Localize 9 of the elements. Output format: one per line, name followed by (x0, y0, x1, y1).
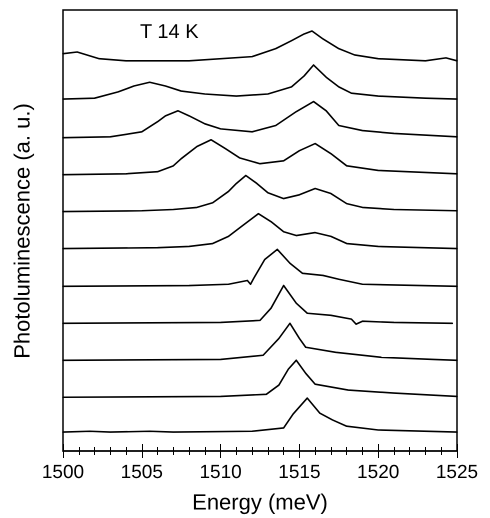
x-tick-label: 1520 (357, 462, 400, 483)
annotation: T 14 K (140, 21, 200, 43)
x-tick-label: 1505 (120, 462, 163, 483)
x-tick-label: 1500 (42, 462, 84, 483)
x-tick-label: 1515 (278, 462, 321, 483)
x-tick-label: 1525 (436, 462, 478, 483)
y-axis-title: Photoluminescence (a. u.) (10, 103, 34, 359)
x-axis-title: Energy (meV) (192, 490, 328, 514)
x-tick-label: 1510 (199, 462, 242, 483)
